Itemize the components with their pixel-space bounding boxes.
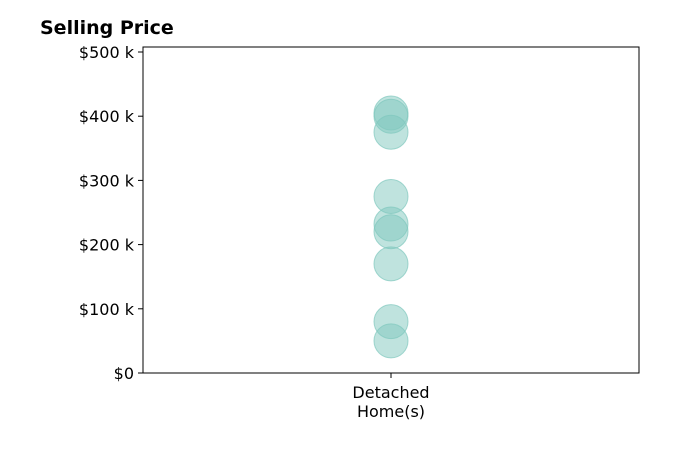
data-point (373, 246, 409, 282)
y-tick-label: $0 (114, 364, 134, 383)
data-point (373, 323, 409, 359)
y-tick-label: $500 k (79, 43, 135, 62)
data-points (373, 95, 409, 359)
chart-title: Selling Price (40, 17, 174, 39)
y-tick-label: $200 k (79, 236, 135, 255)
data-point (373, 114, 409, 150)
x-axis: Detached Home(s) (352, 373, 430, 421)
data-point (373, 214, 409, 250)
y-tick-label: $100 k (79, 300, 135, 319)
y-axis: $0 $100 k $200 k $300 k $400 k $500 k (79, 43, 143, 383)
y-tick-label: $300 k (79, 171, 135, 190)
y-tick-label: $400 k (79, 107, 135, 126)
x-tick-label: Detached Home(s) (352, 383, 429, 421)
